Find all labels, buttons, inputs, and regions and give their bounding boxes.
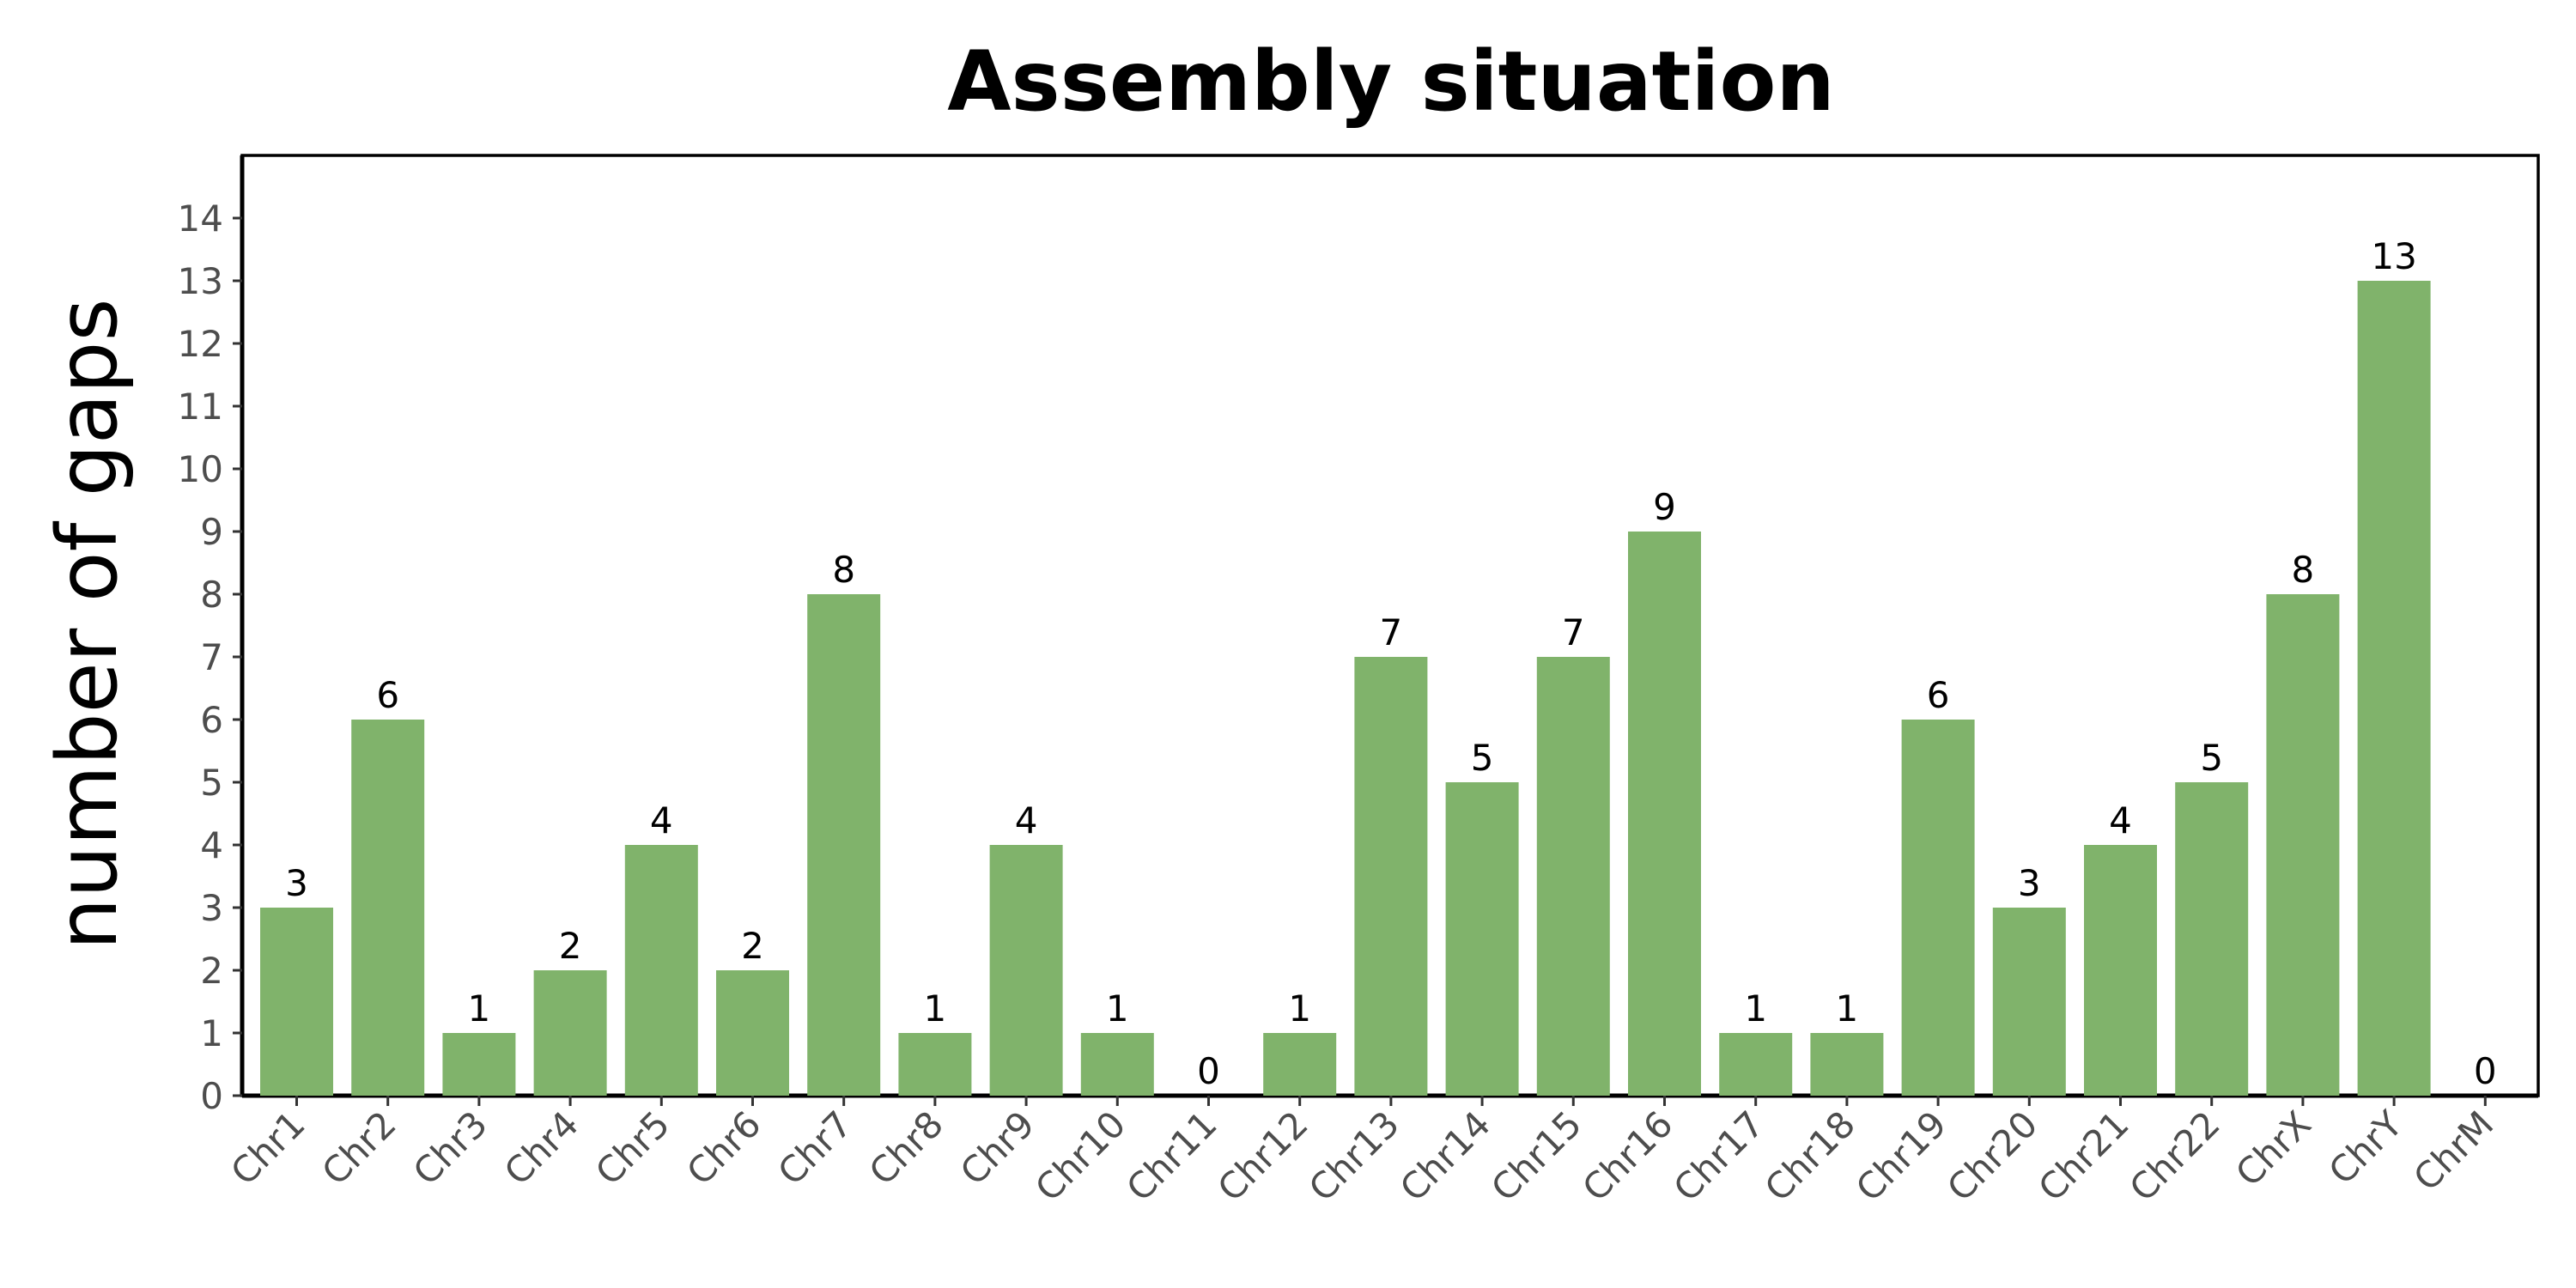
y-tick-label: 14 [178, 197, 223, 240]
bar [1992, 908, 2066, 1096]
data-label: 6 [1927, 674, 1950, 716]
bar [1080, 1033, 1154, 1096]
x-tick-label: Chr10 [1027, 1103, 1133, 1209]
bar [1445, 782, 1519, 1096]
x-tick-label: Chr20 [1939, 1103, 2045, 1209]
y-tick-label: 0 [200, 1075, 223, 1117]
y-tick-label: 12 [178, 323, 223, 365]
y-tick-label: 8 [200, 574, 223, 616]
x-tick-label: Chr4 [496, 1103, 586, 1193]
x-tick-label: Chr8 [861, 1103, 951, 1193]
plot-area: 012345678910111213143Chr16Chr21Chr32Chr4… [178, 154, 2540, 1210]
x-tick-label: ChrY [2321, 1103, 2411, 1193]
bar [2084, 845, 2157, 1096]
x-tick-label: Chr22 [2122, 1103, 2228, 1209]
x-tick-label: Chr11 [1118, 1103, 1224, 1209]
bar [1354, 657, 1428, 1096]
x-tick-label: ChrM [2405, 1103, 2501, 1199]
x-tick-label: Chr14 [1392, 1103, 1498, 1209]
data-label: 0 [2474, 1050, 2497, 1092]
bar [1536, 657, 1610, 1096]
y-tick-label: 11 [178, 386, 223, 428]
data-label: 2 [559, 925, 582, 967]
data-label: 5 [1471, 737, 1494, 779]
data-label: 4 [2109, 799, 2132, 841]
bar [989, 845, 1063, 1096]
y-tick-label: 6 [200, 699, 223, 741]
data-label: 1 [1836, 987, 1859, 1030]
x-tick-label: Chr2 [313, 1103, 404, 1193]
x-tick-label: Chr19 [1848, 1103, 1954, 1209]
x-tick-label: Chr1 [222, 1103, 313, 1193]
bar [807, 594, 881, 1096]
data-label: 8 [832, 549, 855, 591]
y-tick-label: 10 [178, 448, 223, 490]
x-tick-label: Chr17 [1666, 1103, 1772, 1209]
data-label: 5 [2200, 737, 2223, 779]
data-label: 2 [741, 925, 764, 967]
bar [260, 908, 333, 1096]
bar [1719, 1033, 1793, 1096]
y-axis-label: number of gaps [39, 299, 136, 951]
bar [2175, 782, 2249, 1096]
bar [1263, 1033, 1337, 1096]
data-label: 1 [468, 987, 491, 1030]
y-tick-label: 4 [200, 824, 223, 866]
data-label: 9 [1653, 486, 1676, 528]
x-tick-label: Chr15 [1483, 1103, 1589, 1209]
x-tick-label: Chr7 [769, 1103, 860, 1193]
y-tick-label: 2 [200, 950, 223, 992]
bar [442, 1033, 516, 1096]
data-label: 4 [1015, 799, 1038, 841]
data-label: 1 [1288, 987, 1311, 1030]
data-label: 13 [2371, 235, 2416, 277]
x-tick-label: Chr21 [2030, 1103, 2136, 1209]
data-label: 3 [2018, 862, 2041, 904]
data-label: 1 [924, 987, 947, 1030]
bar [533, 970, 607, 1096]
bar [716, 970, 789, 1096]
x-tick-label: Chr5 [587, 1103, 677, 1193]
x-tick-label: Chr13 [1301, 1103, 1407, 1209]
data-label: 0 [1197, 1050, 1220, 1092]
bar [1901, 720, 1975, 1096]
data-label: 1 [1744, 987, 1767, 1030]
x-tick-label: Chr12 [1210, 1103, 1316, 1209]
bar [898, 1033, 972, 1096]
data-label: 6 [376, 674, 399, 716]
x-tick-label: Chr3 [405, 1103, 495, 1193]
bar [2266, 594, 2340, 1096]
bar [2357, 281, 2431, 1096]
data-label: 7 [1380, 611, 1403, 653]
x-tick-label: Chr6 [678, 1103, 769, 1193]
bar [624, 845, 698, 1096]
data-label: 3 [285, 862, 308, 904]
bar [1810, 1033, 1884, 1096]
y-tick-label: 1 [200, 1012, 223, 1054]
data-label: 7 [1562, 611, 1585, 653]
y-tick-label: 3 [200, 887, 223, 929]
x-tick-label: Chr18 [1757, 1103, 1863, 1209]
chart-title: Assembly situation [947, 33, 1835, 130]
bar [1628, 532, 1701, 1096]
data-label: 4 [650, 799, 673, 841]
data-label: 1 [1106, 987, 1129, 1030]
x-tick-label: Chr16 [1574, 1103, 1680, 1209]
data-label: 8 [2292, 549, 2315, 591]
y-tick-label: 13 [178, 260, 223, 302]
bar [351, 720, 425, 1096]
x-tick-label: ChrX [2227, 1103, 2319, 1194]
y-tick-label: 5 [200, 762, 223, 804]
y-tick-label: 7 [200, 636, 223, 678]
y-tick-label: 9 [200, 511, 223, 553]
